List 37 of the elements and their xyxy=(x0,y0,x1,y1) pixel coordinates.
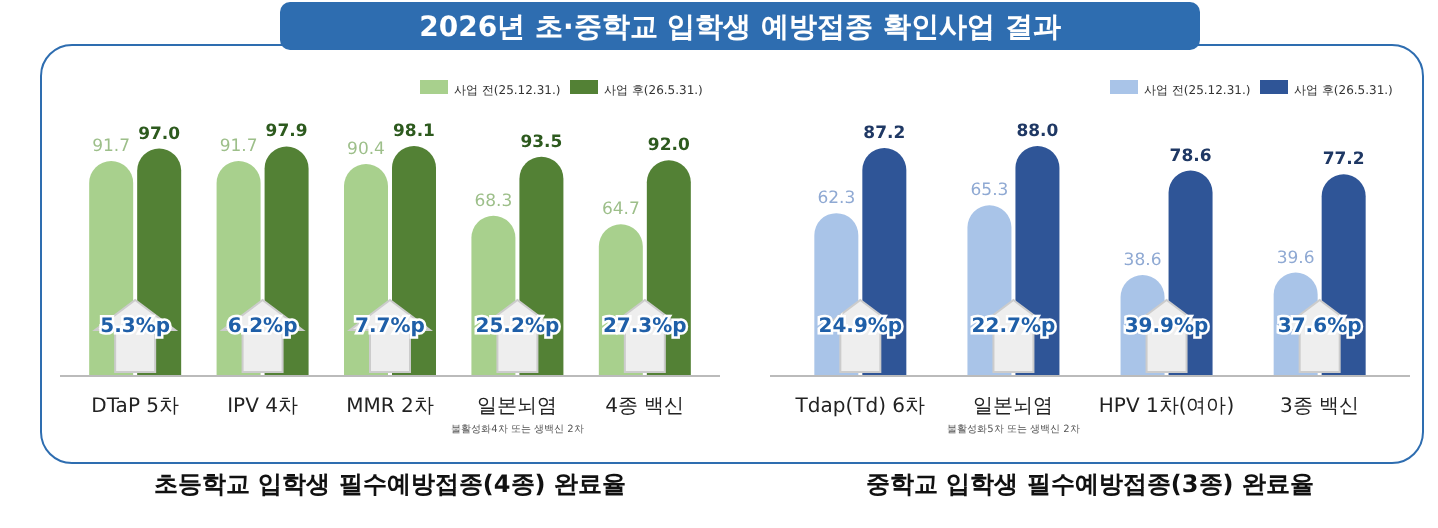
data-label: 97.0 xyxy=(138,124,181,145)
data-label: 91.7 xyxy=(92,137,131,158)
data-label: 90.4 xyxy=(347,140,385,161)
data-label: 77.2 xyxy=(1322,150,1365,171)
data-label: 91.7 xyxy=(219,137,258,158)
x-tick-label: 3종 백신 xyxy=(1280,396,1360,418)
x-tick-label: IPV 4차 xyxy=(227,396,298,418)
data-label: 87.2 xyxy=(863,124,906,145)
x-tick-label: HPV 1차(여아) xyxy=(1098,396,1235,418)
annotation: 37.6%p xyxy=(1277,316,1362,338)
text: 2026년 초·중학교 입학생 예방접종 확인사업 결과 xyxy=(419,12,1061,44)
data-label: 38.6 xyxy=(1123,251,1162,272)
data-label: 62.3 xyxy=(817,189,856,210)
text: 중학교 입학생 필수예방접종(3종) 완료율 xyxy=(866,470,1314,498)
x-tick-label: 4종 백신 xyxy=(605,396,685,418)
x-tick-label: 일본뇌염 xyxy=(477,396,558,418)
text: 초등학교 입학생 필수예방접종(4종) 완료율 xyxy=(154,470,626,498)
x-tick-label: Tdap(Td) 6차 xyxy=(793,396,926,418)
annotation: 27.3%p xyxy=(602,316,687,338)
data-label: 98.1 xyxy=(393,122,436,142)
data-label: 93.5 xyxy=(520,132,563,153)
x-tick-label: DTaP 5차 xyxy=(91,396,180,418)
x-tick-label: 일본뇌염 xyxy=(973,396,1054,418)
data-label: 39.6 xyxy=(1276,248,1315,269)
data-label: 88.0 xyxy=(1016,122,1059,142)
annotation: 39.9%p xyxy=(1124,316,1209,338)
annotation: 6.2%p xyxy=(227,316,298,338)
data-label: 64.7 xyxy=(601,200,640,221)
x-tick-label: MMR 2차 xyxy=(346,396,434,418)
data-label: 68.3 xyxy=(474,191,513,212)
annotation: 24.9%p xyxy=(818,316,903,338)
data-label: 92.0 xyxy=(647,136,690,157)
data-label: 65.3 xyxy=(970,181,1009,202)
annotation: 5.3%p xyxy=(100,316,171,338)
annotation: 7.7%p xyxy=(355,316,425,338)
data-label: 78.6 xyxy=(1169,146,1212,167)
data-label: 97.9 xyxy=(265,122,308,143)
